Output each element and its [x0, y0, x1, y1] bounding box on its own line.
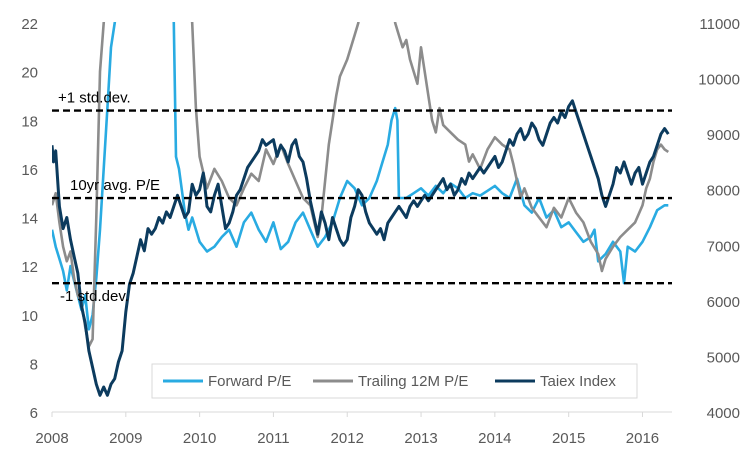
legend-label: Taiex Index [540, 373, 616, 390]
reference-line-label: -1 std.dev. [60, 288, 129, 305]
legend-label: Trailing 12M P/E [358, 373, 468, 390]
y-left-tick-label: 14 [21, 211, 38, 228]
y-left-tick-label: 8 [30, 356, 38, 373]
y-left-tick-label: 22 [21, 16, 38, 33]
y-right-tick-label: 10000 [698, 72, 740, 89]
y-right-tick-label: 9000 [707, 127, 740, 144]
axes: 2008 2009 2010 2011 2012 2013 2014 2015 20166810… [21, 16, 740, 447]
x-tick-label: 2009 [109, 430, 142, 447]
y-left-tick-label: 18 [21, 113, 38, 130]
y-left-tick-label: 10 [21, 308, 38, 325]
series-line-taiex-index [52, 99, 670, 397]
y-right-tick-label: 8000 [707, 183, 740, 200]
legend: Forward P/E Trailing 12M P/E Taiex Index [151, 363, 638, 399]
reference-line-label: 10yr avg. P/E [70, 177, 160, 194]
y-left-tick-label: 20 [21, 65, 38, 82]
series-line-trailing-12m-p-e [52, 22, 670, 348]
x-tick-label: 2014 [478, 430, 511, 447]
y-left-tick-label: 16 [21, 162, 38, 179]
x-tick-label: 2008 [35, 430, 68, 447]
y-left-tick-label: 6 [30, 405, 38, 422]
reference-lines: +1 std.dev. 10yr avg. P/E -1 std.dev. [52, 90, 672, 305]
series-line-forward-p-e [52, 22, 669, 331]
x-tick-label: 2016 [626, 430, 659, 447]
reference-line-label: +1 std.dev. [58, 90, 131, 107]
x-tick-label: 2015 [552, 430, 585, 447]
legend-label: Forward P/E [208, 373, 291, 390]
legend-box [151, 363, 638, 399]
x-tick-label: 2013 [404, 430, 437, 447]
y-right-tick-label: 6000 [707, 294, 740, 311]
y-right-tick-label: 11000 [699, 16, 740, 33]
x-tick-label: 2010 [183, 430, 216, 447]
y-left-tick-label: 12 [21, 259, 38, 276]
y-right-tick-label: 5000 [707, 349, 740, 366]
x-tick-label: 2012 [331, 430, 364, 447]
series-layer [52, 22, 670, 397]
y-right-tick-label: 4000 [707, 405, 740, 422]
y-right-tick-label: 7000 [707, 238, 740, 255]
x-tick-label: 2011 [257, 430, 289, 447]
